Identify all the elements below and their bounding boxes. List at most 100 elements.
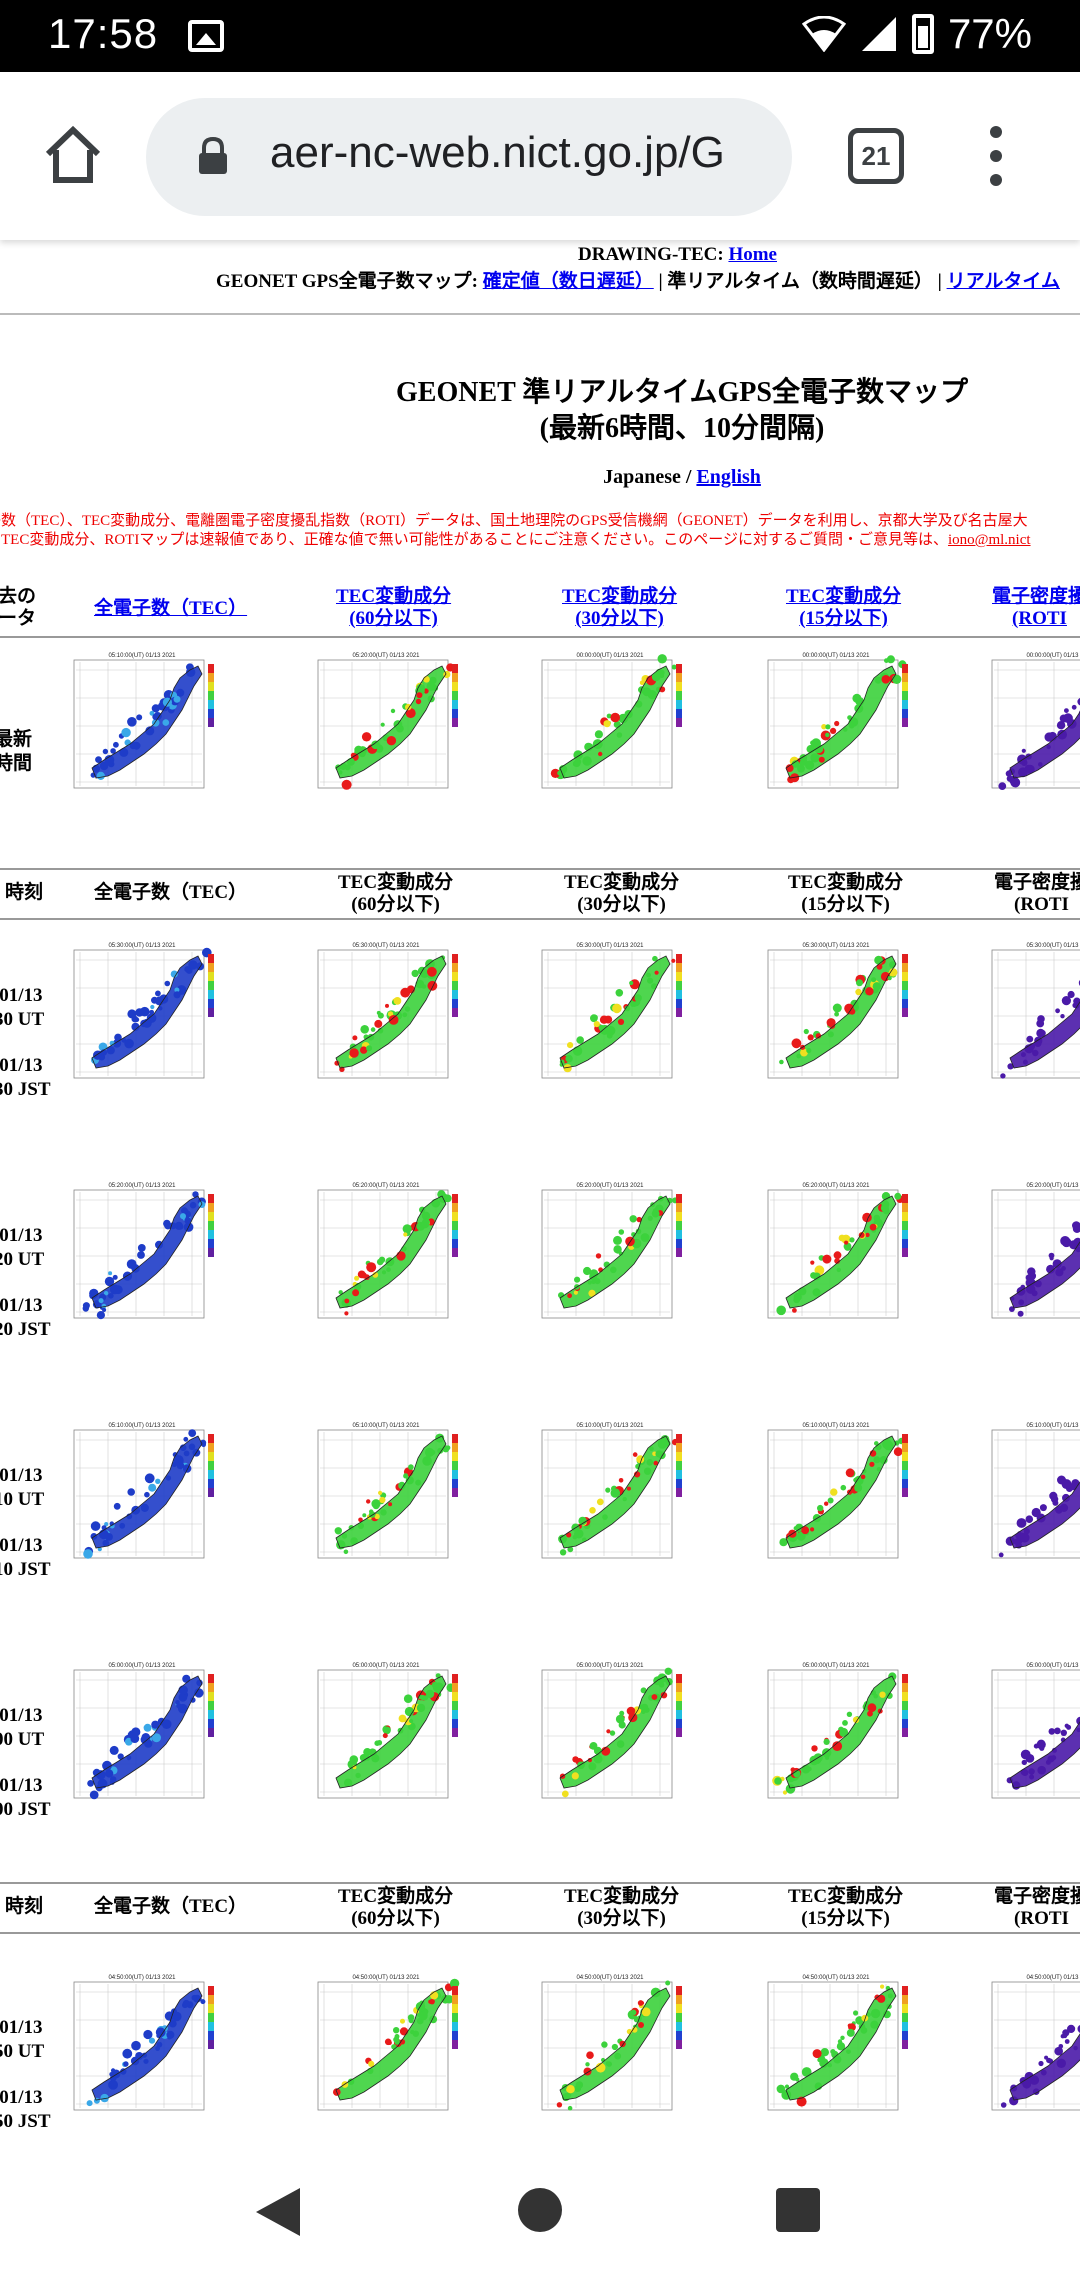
svg-text:05:20:00(UT) 01/13 2021: 05:20:00(UT) 01/13 2021 xyxy=(352,1183,420,1189)
tec-map[interactable]: 05:10:00(UT) 01/13 2021 xyxy=(62,1418,222,1566)
svg-text:05:30:00(UT) 01/13 2021: 05:30:00(UT) 01/13 2021 xyxy=(802,943,870,949)
col-roti-link[interactable]: 電子密度擾 (ROTI xyxy=(992,586,1080,629)
col-tec-var-30-header: TEC変動成分 (30分以下) xyxy=(564,1886,680,1929)
tec-variation-60-map[interactable]: 05:20:00(UT) 01/13 2021 xyxy=(306,1178,466,1326)
svg-text:05:00:00(UT) 01/13 2021: 05:00:00(UT) 01/13 2021 xyxy=(1026,1663,1080,1669)
col-tec-var-15-link[interactable]: TEC変動成分 (15分以下) xyxy=(786,586,902,629)
svg-text:05:10:00(UT) 01/13 2021: 05:10:00(UT) 01/13 2021 xyxy=(1026,1423,1080,1429)
svg-text:05:00:00(UT) 01/13 2021: 05:00:00(UT) 01/13 2021 xyxy=(352,1663,420,1669)
tec-map[interactable]: 05:30:00(UT) 01/13 2021 xyxy=(62,938,222,1086)
divider xyxy=(0,918,1080,920)
col-tec-var-15-header: TEC変動成分 (15分以下) xyxy=(788,872,904,915)
svg-text:00:00:00(UT) 01/13 2021: 00:00:00(UT) 01/13 2021 xyxy=(802,653,870,659)
svg-text:05:30:00(UT) 01/13 2021: 05:30:00(UT) 01/13 2021 xyxy=(1026,943,1080,949)
status-bar: 17:58 77% xyxy=(0,0,1080,72)
col-tec-var-15-header: TEC変動成分 (15分以下) xyxy=(788,1886,904,1929)
home-circle-icon[interactable] xyxy=(518,2188,562,2232)
tec-variation-15-map[interactable]: 00:00:00(UT) 01/13 2021 xyxy=(756,648,916,796)
realtime-link[interactable]: リアルタイム xyxy=(946,271,1060,292)
svg-text:04:50:00(UT) 01/13 2021: 04:50:00(UT) 01/13 2021 xyxy=(108,1975,176,1981)
page-title: GEONET 準リアルタイムGPS全電子数マップ xyxy=(396,377,968,408)
col-past-data-header: 去の ータ xyxy=(0,586,37,629)
col-tec-header: 全電子数（TEC） xyxy=(94,882,248,903)
divider xyxy=(0,636,1080,638)
tec-variation-60-map[interactable]: 05:20:00(UT) 01/13 2021 xyxy=(306,648,466,796)
col-tec-var-60-link[interactable]: TEC変動成分 (60分以下) xyxy=(336,586,452,629)
confirmed-values-link[interactable]: 確定値（数日遅延） xyxy=(482,271,654,292)
svg-text:05:30:00(UT) 01/13 2021: 05:30:00(UT) 01/13 2021 xyxy=(352,943,420,949)
tec-map[interactable]: 04:50:00(UT) 01/13 2021 xyxy=(62,1970,222,2118)
divider xyxy=(0,1932,1080,1934)
home-link[interactable]: Home xyxy=(728,244,777,265)
svg-text:05:20:00(UT) 01/13 2021: 05:20:00(UT) 01/13 2021 xyxy=(576,1183,644,1189)
col-tec-var-60-header: TEC変動成分 (60分以下) xyxy=(338,872,454,915)
nav-separator: | 準リアルタイム（数時間遅延） | xyxy=(653,271,947,292)
tec-map[interactable]: 05:10:00(UT) 01/13 2021 xyxy=(62,648,222,796)
col-tec-var-30-header: TEC変動成分 (30分以下) xyxy=(564,872,680,915)
roti-map[interactable]: 05:10:00(UT) 01/13 2021 xyxy=(980,1418,1080,1566)
row-datetime-label: /01/1300 UT /01/1300 JST xyxy=(0,1705,51,1820)
tec-map[interactable]: 05:00:00(UT) 01/13 2021 xyxy=(62,1658,222,1806)
notice-text: 子数（TEC）、TEC変動成分、電離圏電子密度擾乱指数（ROTI）データは、国土… xyxy=(0,512,1031,550)
roti-map[interactable]: 05:00:00(UT) 01/13 2021 xyxy=(980,1658,1080,1806)
roti-map[interactable]: 00:00:00(UT) 01/13 2021 xyxy=(980,648,1080,796)
col-tec-var-30-link[interactable]: TEC変動成分 (30分以下) xyxy=(562,586,678,629)
col-roti-header: 電子密度擾 (ROTI xyxy=(994,1886,1080,1929)
tec-variation-30-map[interactable]: 04:50:00(UT) 01/13 2021 xyxy=(530,1970,690,2118)
address-bar[interactable]: aer-nc-web.nict.go.jp/G xyxy=(146,98,792,216)
browser-toolbar: aer-nc-web.nict.go.jp/G 21 xyxy=(0,72,1080,240)
tec-map[interactable]: 05:20:00(UT) 01/13 2021 xyxy=(62,1178,222,1326)
svg-text:04:50:00(UT) 01/13 2021: 04:50:00(UT) 01/13 2021 xyxy=(576,1975,644,1981)
image-notification-icon xyxy=(188,20,224,52)
tec-variation-15-map[interactable]: 04:50:00(UT) 01/13 2021 xyxy=(756,1970,916,2118)
svg-text:05:10:00(UT) 01/13 2021: 05:10:00(UT) 01/13 2021 xyxy=(802,1423,870,1429)
tec-variation-60-map[interactable]: 05:30:00(UT) 01/13 2021 xyxy=(306,938,466,1086)
svg-text:05:20:00(UT) 01/13 2021: 05:20:00(UT) 01/13 2021 xyxy=(802,1183,870,1189)
svg-text:05:30:00(UT) 01/13 2021: 05:30:00(UT) 01/13 2021 xyxy=(108,943,176,949)
col-tec-link[interactable]: 全電子数（TEC） xyxy=(94,598,248,619)
tec-variation-30-map[interactable]: 05:30:00(UT) 01/13 2021 xyxy=(530,938,690,1086)
col-tec-header: 全電子数（TEC） xyxy=(94,1896,248,1917)
tec-variation-30-map[interactable]: 05:10:00(UT) 01/13 2021 xyxy=(530,1418,690,1566)
home-icon[interactable] xyxy=(38,120,108,190)
roti-map[interactable]: 05:20:00(UT) 01/13 2021 xyxy=(980,1178,1080,1326)
roti-map[interactable]: 05:30:00(UT) 01/13 2021 xyxy=(980,938,1080,1086)
row-datetime-label: /01/1350 UT /01/1350 JST xyxy=(0,2017,51,2132)
back-icon[interactable] xyxy=(256,2188,300,2236)
tec-variation-30-map[interactable]: 00:00:00(UT) 01/13 2021 xyxy=(530,648,690,796)
clock: 17:58 xyxy=(48,10,159,57)
tab-switcher-button[interactable]: 21 xyxy=(848,128,904,184)
battery-percent: 77% xyxy=(947,10,1032,57)
tec-variation-15-map[interactable]: 05:10:00(UT) 01/13 2021 xyxy=(756,1418,916,1566)
col-tec-var-60-header: TEC変動成分 (60分以下) xyxy=(338,1886,454,1929)
signal-icon xyxy=(861,17,896,51)
tec-variation-15-map[interactable]: 05:20:00(UT) 01/13 2021 xyxy=(756,1178,916,1326)
divider xyxy=(0,313,1080,315)
battery-icon xyxy=(911,14,934,54)
svg-text:00:00:00(UT) 01/13 2021: 00:00:00(UT) 01/13 2021 xyxy=(576,653,644,659)
email-link[interactable]: iono@ml.nict xyxy=(947,532,1031,548)
tec-variation-30-map[interactable]: 05:00:00(UT) 01/13 2021 xyxy=(530,1658,690,1806)
english-link[interactable]: English xyxy=(696,466,761,488)
tec-variation-15-map[interactable]: 05:00:00(UT) 01/13 2021 xyxy=(756,1658,916,1806)
more-menu-icon[interactable] xyxy=(984,126,1008,196)
page-subtitle: (最新6時間、10分間隔) xyxy=(539,413,825,444)
drawing-tec-header: DRAWING-TEC: Home xyxy=(578,244,777,266)
svg-text:05:20:00(UT) 01/13 2021: 05:20:00(UT) 01/13 2021 xyxy=(352,653,420,659)
svg-text:04:50:00(UT) 01/13 2021: 04:50:00(UT) 01/13 2021 xyxy=(1026,1975,1080,1981)
language-switch: Japanese / English xyxy=(0,466,1080,489)
tec-variation-15-map[interactable]: 05:30:00(UT) 01/13 2021 xyxy=(756,938,916,1086)
system-nav-bar xyxy=(0,2142,1080,2280)
recents-icon[interactable] xyxy=(776,2188,820,2232)
divider xyxy=(0,1882,1080,1884)
roti-map[interactable]: 04:50:00(UT) 01/13 2021 xyxy=(980,1970,1080,2118)
tec-variation-60-map[interactable]: 05:00:00(UT) 01/13 2021 xyxy=(306,1658,466,1806)
tec-variation-60-map[interactable]: 04:50:00(UT) 01/13 2021 xyxy=(306,1970,466,2118)
svg-text:04:50:00(UT) 01/13 2021: 04:50:00(UT) 01/13 2021 xyxy=(802,1975,870,1981)
tec-variation-60-map[interactable]: 05:10:00(UT) 01/13 2021 xyxy=(306,1418,466,1566)
tec-variation-30-map[interactable]: 05:20:00(UT) 01/13 2021 xyxy=(530,1178,690,1326)
row-datetime-label: /01/1330 UT /01/1330 JST xyxy=(0,985,51,1100)
wifi-icon xyxy=(801,16,846,52)
notice-line-2: 、TEC変動成分、ROTIマップは速報値であり、正確な値で無い可能性があることに… xyxy=(0,532,1031,548)
